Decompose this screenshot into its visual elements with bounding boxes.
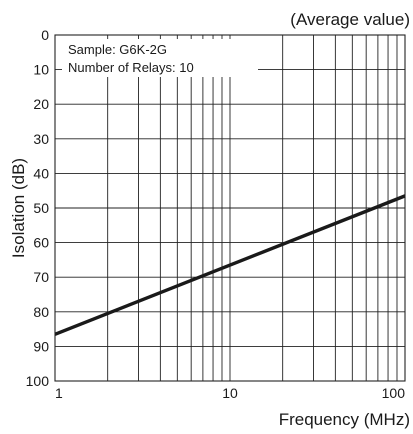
y-tick-label: 100 (26, 373, 50, 389)
y-axis-label: Isolation (dB) (9, 158, 28, 258)
legend-box: Sample: G6K-2G Number of Relays: 10 (62, 39, 258, 77)
y-tick-label: 70 (33, 269, 49, 285)
x-axis-label: Frequency (MHz) (279, 410, 410, 429)
legend-sample: Sample: G6K-2G (68, 42, 167, 57)
y-tick-label: 40 (33, 165, 49, 181)
y-tick-label: 80 (33, 304, 49, 320)
y-tick-label: 20 (33, 96, 49, 112)
y-tick-label: 0 (41, 27, 49, 43)
x-tick-label: 10 (222, 385, 238, 401)
y-tick-label: 30 (33, 131, 49, 147)
y-tick-label: 50 (33, 200, 49, 216)
legend-relays: Number of Relays: 10 (68, 60, 194, 75)
x-tick-label: 100 (382, 385, 406, 401)
series-layer (54, 194, 406, 336)
y-tick-label: 10 (33, 62, 49, 78)
plot-frame (54, 34, 406, 382)
chart-title: (Average value) (290, 10, 410, 29)
y-tick-label: 90 (33, 338, 49, 354)
x-tick-label: 1 (55, 385, 63, 401)
grid-lines (55, 35, 405, 381)
x-tick-labels: 1 10 100 (55, 385, 405, 401)
isolation-series-line (54, 194, 406, 336)
y-tick-label: 60 (33, 235, 49, 251)
legend-background (62, 39, 258, 77)
y-tick-labels: 0 10 20 30 40 50 60 70 80 90 100 (26, 27, 50, 389)
